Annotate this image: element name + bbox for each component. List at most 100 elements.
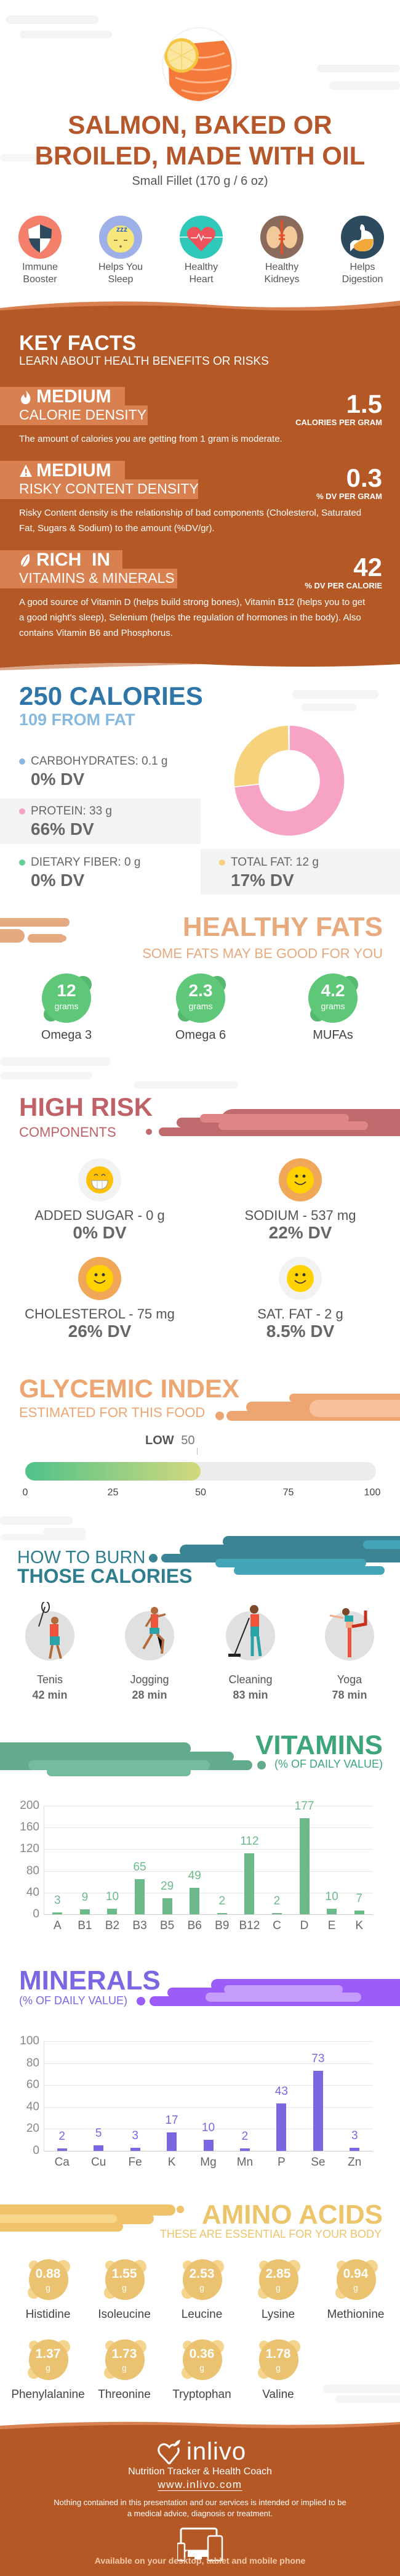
wave-divider	[0, 301, 400, 314]
decor-bar	[223, 1536, 400, 1547]
donut-slice-total-fat	[233, 725, 290, 788]
risk-dv: 26% DV	[68, 1322, 132, 1341]
glycemic-value: 50	[181, 1434, 195, 1447]
glycemic-tick-label: 25	[107, 1487, 119, 1498]
glycemic-marker	[197, 1448, 198, 1455]
activity-time: 78 min	[332, 1689, 367, 1701]
decor-bar	[215, 1559, 366, 1567]
glycemic-title: GLYCEMIC INDEX	[19, 1374, 239, 1403]
bar-Fe	[130, 2147, 140, 2151]
fat-value: 12	[57, 981, 76, 1000]
activity-name: Cleaning	[228, 1673, 273, 1686]
chart-gridline	[44, 1871, 373, 1872]
bar-B3	[135, 1879, 145, 1914]
benefit-label-line-1: Helps	[350, 262, 375, 272]
leaf-icon	[19, 553, 33, 567]
x-category-label: Se	[311, 2156, 326, 2169]
bar-B2	[107, 1909, 118, 1914]
decor-bar	[28, 1760, 210, 1770]
amino-acids-subtitle: THESE ARE ESSENTIAL FOR YOUR BODY	[159, 2228, 382, 2240]
benefit-label-line-2: Digestion	[342, 274, 383, 285]
nutrient-color-dot	[19, 808, 25, 815]
website-link[interactable]: www.inlivo.com	[158, 2479, 242, 2490]
bar-value-label: 49	[188, 1869, 201, 1882]
chart-gridline	[44, 2107, 373, 2108]
fact-unit: % DV PER CALORIE	[305, 581, 382, 590]
smiley-face-icon	[78, 1257, 121, 1300]
burn-title-line-1: HOW TO BURN	[17, 1548, 146, 1567]
decor-dot	[177, 2206, 184, 2213]
high-risk-title: HIGH RISK	[19, 1092, 153, 1121]
amino-blob: 1.78 g	[258, 2339, 300, 2380]
benefit-label-line-2: Kidneys	[264, 274, 300, 285]
amino-unit: g	[199, 2283, 204, 2293]
brand-name: inlivo	[186, 2438, 247, 2465]
decor-dot	[149, 1554, 158, 1562]
chart-gridline	[44, 2041, 373, 2042]
bar-A	[52, 1912, 63, 1914]
amino-unit: g	[276, 2363, 281, 2373]
activity-time: 42 min	[32, 1689, 68, 1701]
footer-tagline: Nutrition Tracker & Health Coach	[128, 2466, 272, 2477]
nutrient-dv: 0% DV	[31, 770, 85, 789]
y-tick-label: 20	[26, 2122, 39, 2135]
x-category-label: Fe	[128, 2156, 142, 2169]
nutrient-color-dot	[19, 859, 25, 866]
y-tick-label: 100	[20, 2034, 39, 2047]
chart-gridline	[44, 1914, 373, 1915]
bar-value-label: 2	[273, 1895, 281, 1908]
fat-blob: 4.2 grams	[308, 973, 358, 1023]
amino-unit: g	[46, 2363, 50, 2373]
decor-bar	[224, 1985, 343, 1994]
risk-dv: 0% DV	[73, 1223, 127, 1242]
decor-cloud	[134, 1081, 238, 1089]
fact-value: 1.5	[346, 389, 382, 418]
benefit-label: Healthy Kidneys	[245, 261, 319, 286]
serving-size: Small Fillet (170 g / 6 oz)	[132, 174, 268, 188]
risk-label: ADDED SUGAR - 0 g	[34, 1208, 165, 1223]
availability-note: Available on your desktop, tablet and mo…	[94, 2556, 306, 2566]
bar-value-label: 2	[58, 2130, 65, 2143]
x-category-label: C	[273, 1919, 281, 1932]
fat-unit: grams	[188, 1001, 213, 1011]
fact-level-highlight	[0, 550, 122, 569]
chart-gridline	[44, 1849, 373, 1850]
fact-category-highlight	[0, 405, 148, 425]
benefit-label-line-2: Booster	[23, 274, 57, 285]
amino-unit: g	[276, 2283, 281, 2293]
x-category-label: K	[355, 1919, 364, 1932]
risk-label: CHOLESTEROL - 75 mg	[25, 1306, 175, 1322]
minerals-title: MINERALS	[19, 1965, 161, 1996]
key-facts-section: KEY FACTS LEARN ABOUT HEALTH BENEFITS OR…	[0, 313, 400, 662]
fat-unit: grams	[321, 1001, 345, 1011]
fat-name: Omega 6	[175, 1028, 226, 1042]
decor-cloud	[0, 1072, 92, 1079]
fact-level: MEDIUM	[36, 460, 111, 481]
amino-unit: g	[199, 2363, 204, 2373]
x-category-label: B3	[132, 1919, 147, 1932]
bar-D	[299, 1818, 310, 1914]
smiley-face-icon	[279, 1158, 322, 1201]
amino-name: Methionine	[327, 2308, 385, 2321]
decor-bar	[234, 1566, 385, 1575]
risk-label: SODIUM - 537 mg	[244, 1208, 356, 1223]
high-risk-subtitle: COMPONENTS	[19, 1124, 116, 1140]
glycemic-tick-label: 100	[364, 1487, 381, 1498]
decor-cloud	[0, 1516, 73, 1525]
x-category-label: B12	[239, 1919, 260, 1932]
svg-text:zzz: zzz	[116, 225, 127, 234]
fat-name: MUFAs	[313, 1028, 353, 1042]
decor-bar	[0, 918, 70, 927]
nutrient-label: DIETARY FIBER: 0 g	[31, 856, 141, 869]
x-category-label: A	[53, 1919, 62, 1932]
bar-B6	[190, 1887, 200, 1914]
donut-slice-protein	[233, 725, 345, 837]
decor-bar	[218, 1121, 368, 1130]
bar-C	[271, 1913, 282, 1914]
nutrient-label: CARBOHYDRATES: 0.1 g	[31, 755, 168, 768]
bar-B1	[79, 1909, 90, 1914]
title-line-1: SALMON, BAKED OR	[68, 110, 332, 139]
fact-description: The amount of calories you are getting f…	[19, 434, 282, 444]
heart-icon	[180, 216, 223, 259]
bar-Ca	[57, 2148, 67, 2151]
